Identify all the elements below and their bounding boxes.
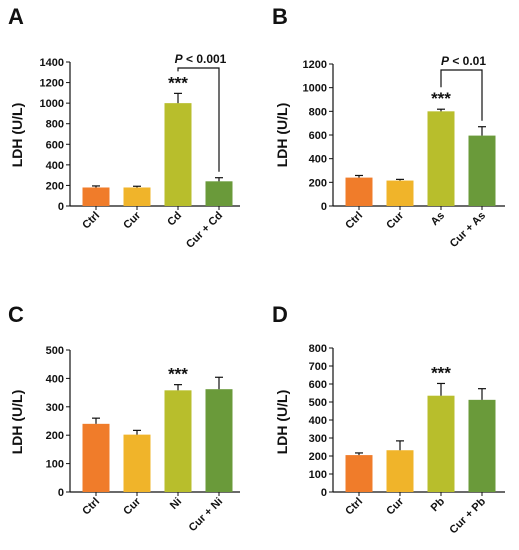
y-tick-label: 400	[46, 160, 64, 172]
y-axis-label: LDH (U/L)	[9, 103, 25, 168]
x-tick-label: Ni	[168, 496, 184, 512]
pvalue-bracket	[177, 67, 220, 172]
y-tick-label: 800	[309, 343, 327, 355]
bar-as	[427, 111, 455, 206]
y-tick-label: 400	[309, 154, 327, 166]
panel-label: C	[8, 302, 24, 327]
y-tick-label: 0	[58, 201, 64, 213]
y-axis-label: LDH (U/L)	[274, 390, 290, 455]
chart-panel-a: A LDH (U/L) 0 200 400 600 800 1000 1200 1400 Ctrl C…	[8, 4, 240, 251]
x-tick-label: Cur + Cd	[184, 210, 225, 251]
significance-stars: ***	[431, 89, 451, 108]
y-tick-label: 200	[46, 430, 64, 442]
pvalue-label: P < 0.001	[175, 52, 227, 66]
significance-stars: ***	[168, 73, 188, 92]
y-axis-label: LDH (U/L)	[9, 390, 25, 455]
bar-cur-cd	[205, 181, 233, 206]
pvalue-symbol: P	[441, 54, 450, 68]
panel-label: A	[8, 4, 24, 29]
y-tick-label: 500	[46, 345, 64, 357]
y-tick-label: 300	[309, 433, 327, 445]
y-tick-label: 1000	[40, 98, 64, 110]
y-tick-label: 1200	[40, 78, 64, 90]
y-tick-label: 100	[309, 469, 327, 481]
x-tick-label: Cur + As	[448, 210, 488, 250]
chart-panel-d: D LDH (U/L) 0 100 200 300 400 500 600 700 800 Ctrl C…	[272, 302, 505, 536]
pvalue-text: < 0.001	[183, 52, 227, 66]
x-tick-label: Ctrl	[80, 496, 102, 518]
x-tick-label: As	[429, 210, 447, 228]
y-tick-label: 1000	[303, 83, 327, 95]
x-tick-label: Cur	[384, 495, 406, 517]
x-tick-label: Cur	[384, 209, 406, 231]
bar-ctrl	[82, 187, 110, 206]
y-tick-label: 0	[58, 487, 64, 499]
bar-pb	[427, 395, 455, 492]
y-tick-label: 600	[309, 379, 327, 391]
x-tick-label: Ctrl	[343, 210, 365, 232]
y-tick-label: 700	[309, 361, 327, 373]
y-tick-label: 600	[46, 139, 64, 151]
y-tick-label: 1400	[40, 57, 64, 69]
bar-cur-ni	[205, 389, 233, 492]
x-tick-label: Pb	[429, 495, 448, 514]
x-tick-label: Ctrl	[80, 210, 102, 232]
y-tick-label: 500	[309, 397, 327, 409]
bar-ctrl	[345, 177, 373, 206]
y-tick-label: 1200	[303, 59, 327, 71]
pvalue-symbol: P	[175, 52, 184, 66]
chart-panel-b: B LDH (U/L) 0 200 400 600 800 1000 1200 Ctrl Cur As…	[272, 4, 505, 250]
panel-label: B	[272, 4, 288, 29]
bar-cur-as	[468, 135, 496, 206]
y-tick-label: 800	[46, 119, 64, 131]
y-axis-label: LDH (U/L)	[274, 103, 290, 168]
bar-ctrl	[82, 423, 110, 492]
bar-cur	[123, 187, 151, 206]
x-tick-label: Ctrl	[343, 496, 365, 518]
bar-cur	[123, 434, 151, 492]
x-tick-label: Cur + Pb	[447, 495, 488, 536]
pvalue-label: P < 0.01	[441, 54, 486, 68]
y-tick-label: 800	[309, 106, 327, 118]
y-tick-label: 600	[309, 130, 327, 142]
bar-cur	[386, 180, 414, 206]
y-tick-label: 200	[309, 451, 327, 463]
bar-ni	[164, 390, 192, 492]
y-tick-label: 0	[321, 487, 327, 499]
panel-label: D	[272, 302, 288, 327]
y-tick-label: 200	[46, 180, 64, 192]
y-tick-label: 300	[46, 402, 64, 414]
y-tick-label: 200	[309, 177, 327, 189]
x-tick-label: Cur	[121, 209, 143, 231]
bar-cd	[164, 103, 192, 206]
chart-panel-c: C LDH (U/L) 0 100 200 300 400 500 Ctrl Cur Ni Cur +…	[8, 302, 240, 534]
bar-ctrl	[345, 455, 373, 492]
y-tick-label: 400	[309, 415, 327, 427]
y-tick-label: 100	[46, 459, 64, 471]
x-tick-label: Cur + Ni	[187, 496, 226, 535]
x-tick-label: Cd	[165, 210, 184, 229]
significance-stars: ***	[431, 363, 451, 382]
pvalue-text: < 0.01	[449, 54, 486, 68]
x-tick-label: Cur	[121, 495, 143, 517]
bar-cur	[386, 450, 414, 492]
significance-stars: ***	[168, 365, 188, 384]
y-tick-label: 0	[321, 201, 327, 213]
bar-cur-pb	[468, 399, 496, 492]
pvalue-bracket	[440, 69, 483, 121]
y-tick-label: 400	[46, 373, 64, 385]
